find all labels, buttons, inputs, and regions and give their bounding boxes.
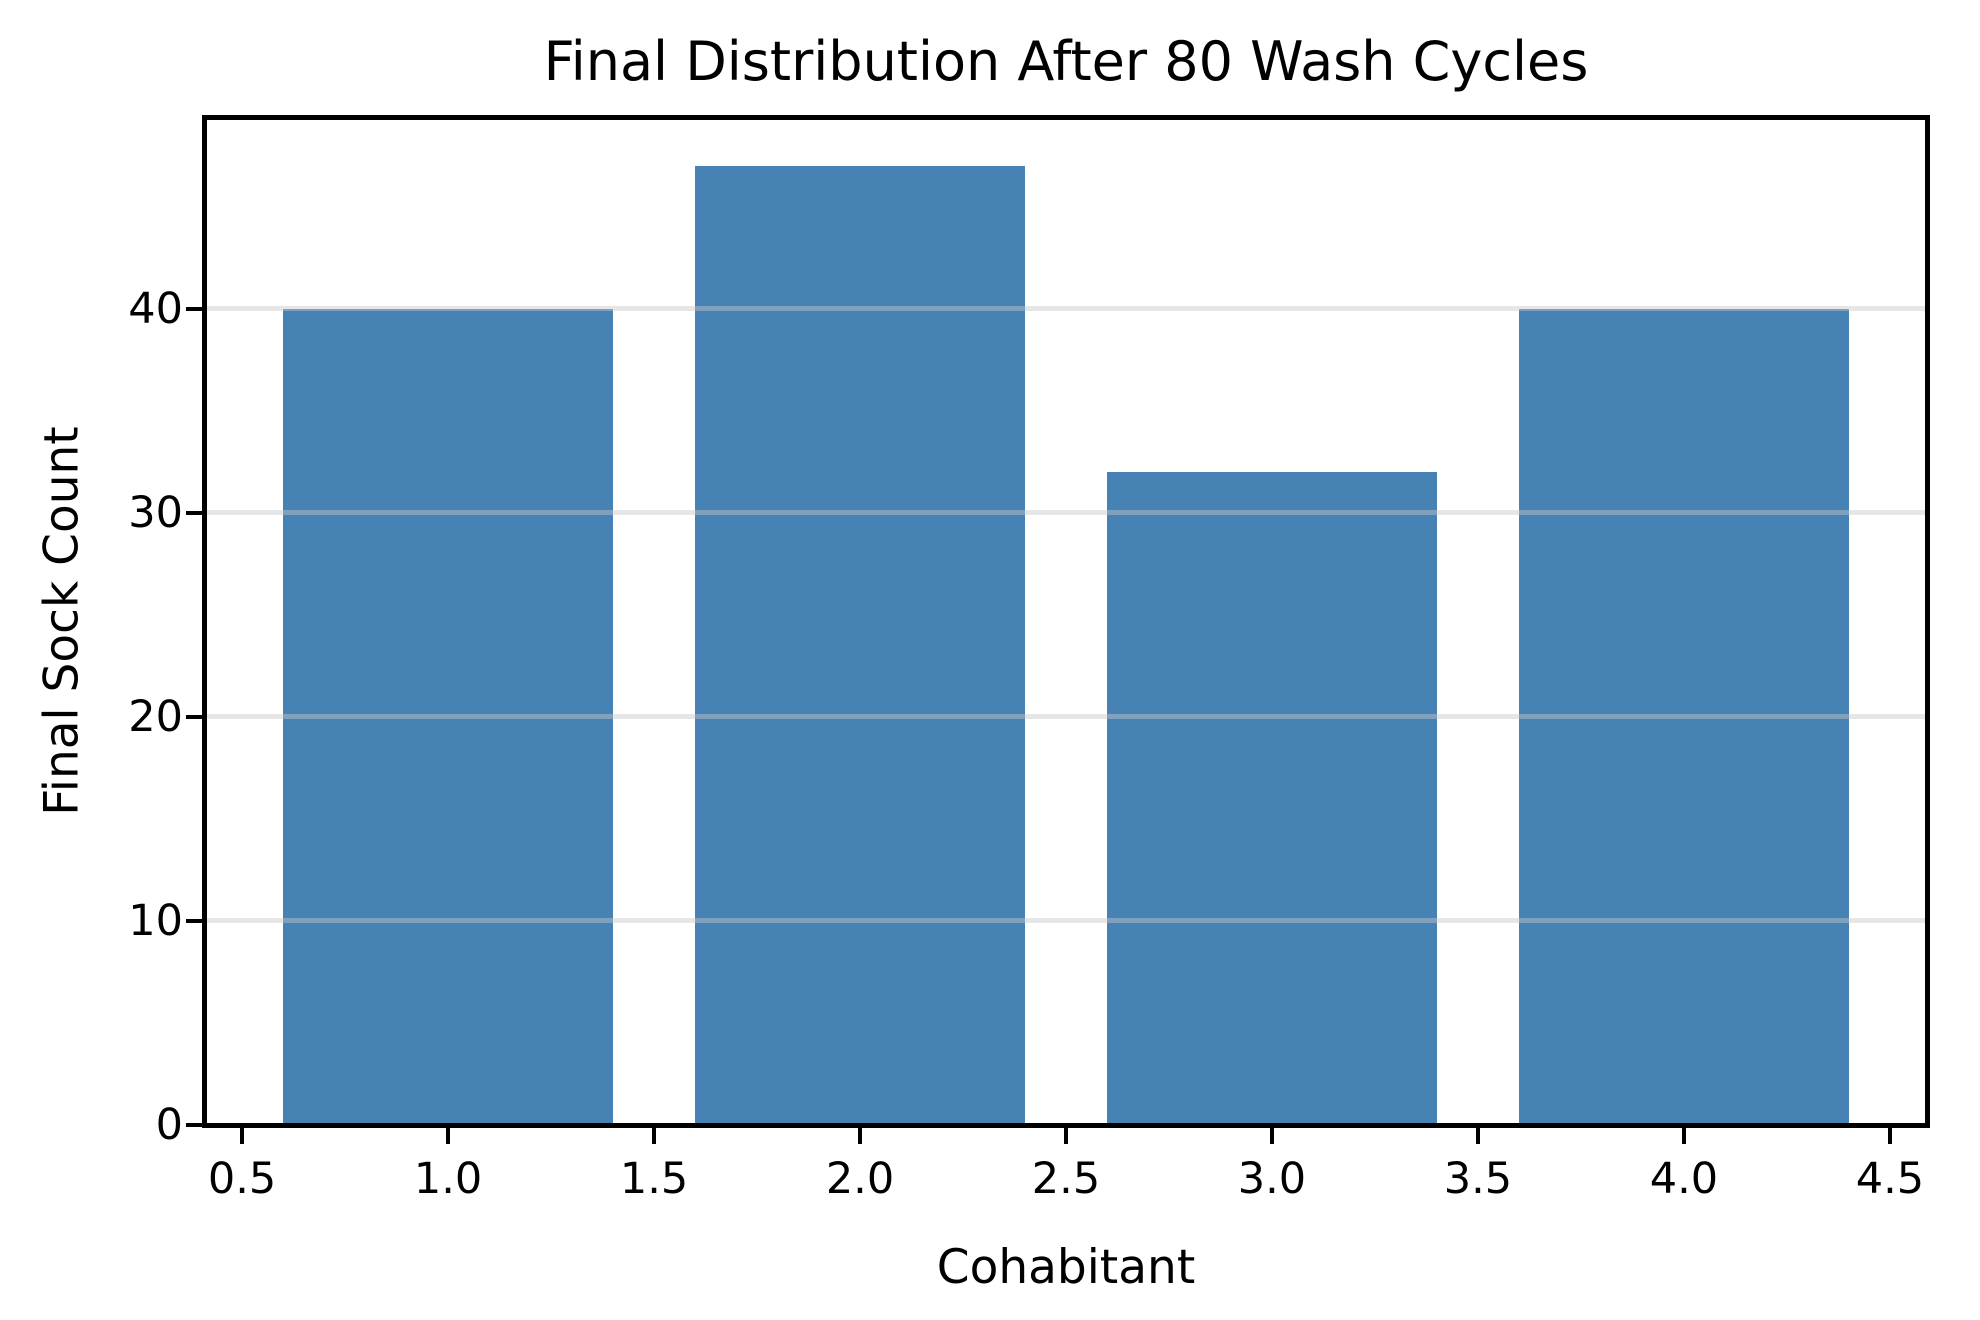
- bar-cohabitant-3: [1107, 472, 1437, 1125]
- gridline-y-40: [205, 306, 1927, 312]
- x-tick-mark: [1887, 1128, 1892, 1144]
- y-tick-mark: [186, 714, 202, 719]
- y-tick-mark: [186, 1123, 202, 1127]
- y-tick-label: 0: [155, 1100, 183, 1150]
- gridline-y-20: [205, 714, 1927, 720]
- bar-cohabitant-1: [283, 308, 613, 1125]
- gridline-y-10: [205, 918, 1927, 924]
- y-tick-label: 20: [128, 691, 183, 742]
- x-tick-mark: [1475, 1128, 1480, 1144]
- x-tick-mark: [652, 1128, 657, 1144]
- x-tick-mark: [858, 1128, 863, 1144]
- y-tick-label: 40: [128, 283, 183, 334]
- gridline-y-30: [205, 510, 1927, 516]
- x-tick-label: 4.0: [1649, 1154, 1719, 1204]
- x-tick-label: 3.5: [1443, 1154, 1513, 1204]
- x-tick-label: 1.0: [413, 1154, 483, 1204]
- bar-cohabitant-2: [695, 165, 1025, 1125]
- x-tick-mark: [1064, 1128, 1068, 1144]
- y-tick-mark: [186, 510, 202, 515]
- y-tick-label: 10: [128, 895, 183, 946]
- y-axis-label: Final Sock Count: [34, 426, 90, 816]
- chart-title: Final Distribution After 80 Wash Cycles: [543, 30, 1589, 93]
- x-tick-mark: [446, 1128, 451, 1144]
- x-tick-label: 2.5: [1031, 1154, 1101, 1204]
- x-tick-label: 4.5: [1855, 1154, 1925, 1204]
- x-axis-label: Cohabitant: [936, 1240, 1196, 1295]
- y-tick-mark: [186, 306, 202, 311]
- x-tick-mark: [240, 1128, 245, 1144]
- x-tick-label: 0.5: [207, 1154, 277, 1204]
- y-tick-mark: [186, 918, 202, 923]
- plot-area: 0.5 1.0 1.5 2.0 2.5 3.0 3.5 4.0 4.5 0 10 20 30 40: [128, 115, 1930, 1201]
- x-tick-mark: [1681, 1128, 1686, 1144]
- bar-cohabitant-4: [1519, 308, 1849, 1125]
- y-tick-label: 30: [128, 487, 183, 538]
- x-tick-mark: [1269, 1128, 1274, 1144]
- x-tick-label: 3.0: [1237, 1154, 1307, 1204]
- x-tick-label: 2.0: [825, 1154, 895, 1204]
- x-tick-label: 1.5: [619, 1154, 689, 1204]
